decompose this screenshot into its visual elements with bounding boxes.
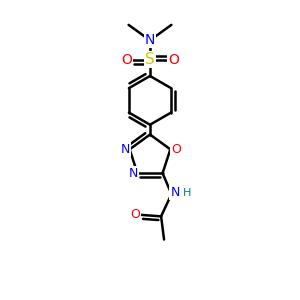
Text: N: N	[128, 167, 138, 180]
Text: N: N	[170, 186, 180, 199]
Text: O: O	[171, 143, 181, 156]
Text: O: O	[121, 52, 132, 67]
Text: N: N	[145, 33, 155, 47]
Text: O: O	[168, 52, 179, 67]
Text: O: O	[130, 208, 140, 221]
Text: H: H	[183, 188, 191, 198]
Text: S: S	[145, 52, 155, 67]
Text: N: N	[121, 143, 130, 156]
